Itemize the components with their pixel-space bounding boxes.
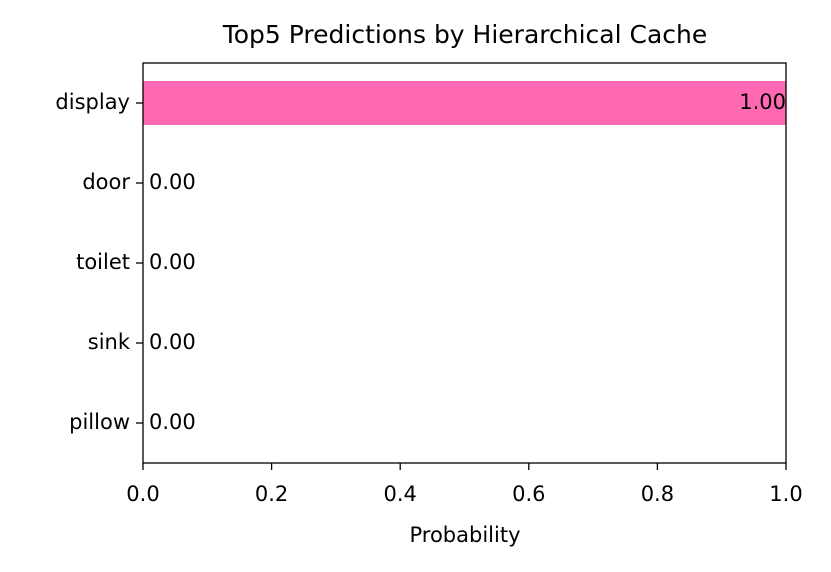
x-axis-label: Probability xyxy=(409,523,520,547)
value-label: 0.00 xyxy=(149,170,196,194)
value-label: 0.00 xyxy=(149,330,196,354)
y-tick-label: toilet xyxy=(76,250,130,274)
bar xyxy=(143,81,786,125)
chart-title: Top5 Predictions by Hierarchical Cache xyxy=(222,20,708,49)
y-tick-label: sink xyxy=(88,330,131,354)
value-label: 1.00 xyxy=(739,90,786,114)
value-label: 0.00 xyxy=(149,410,196,434)
y-tick-label: pillow xyxy=(69,410,130,434)
y-tick-label: door xyxy=(82,170,130,194)
x-tick-label: 0.8 xyxy=(641,482,674,506)
x-tick-label: 1.0 xyxy=(769,482,802,506)
y-tick-label: display xyxy=(55,90,130,114)
x-tick-label: 0.2 xyxy=(255,482,288,506)
plot-frame xyxy=(142,62,787,464)
value-label: 0.00 xyxy=(149,250,196,274)
x-tick-label: 0.0 xyxy=(126,482,159,506)
x-tick-label: 0.6 xyxy=(512,482,545,506)
x-tick-label: 0.4 xyxy=(383,482,416,506)
